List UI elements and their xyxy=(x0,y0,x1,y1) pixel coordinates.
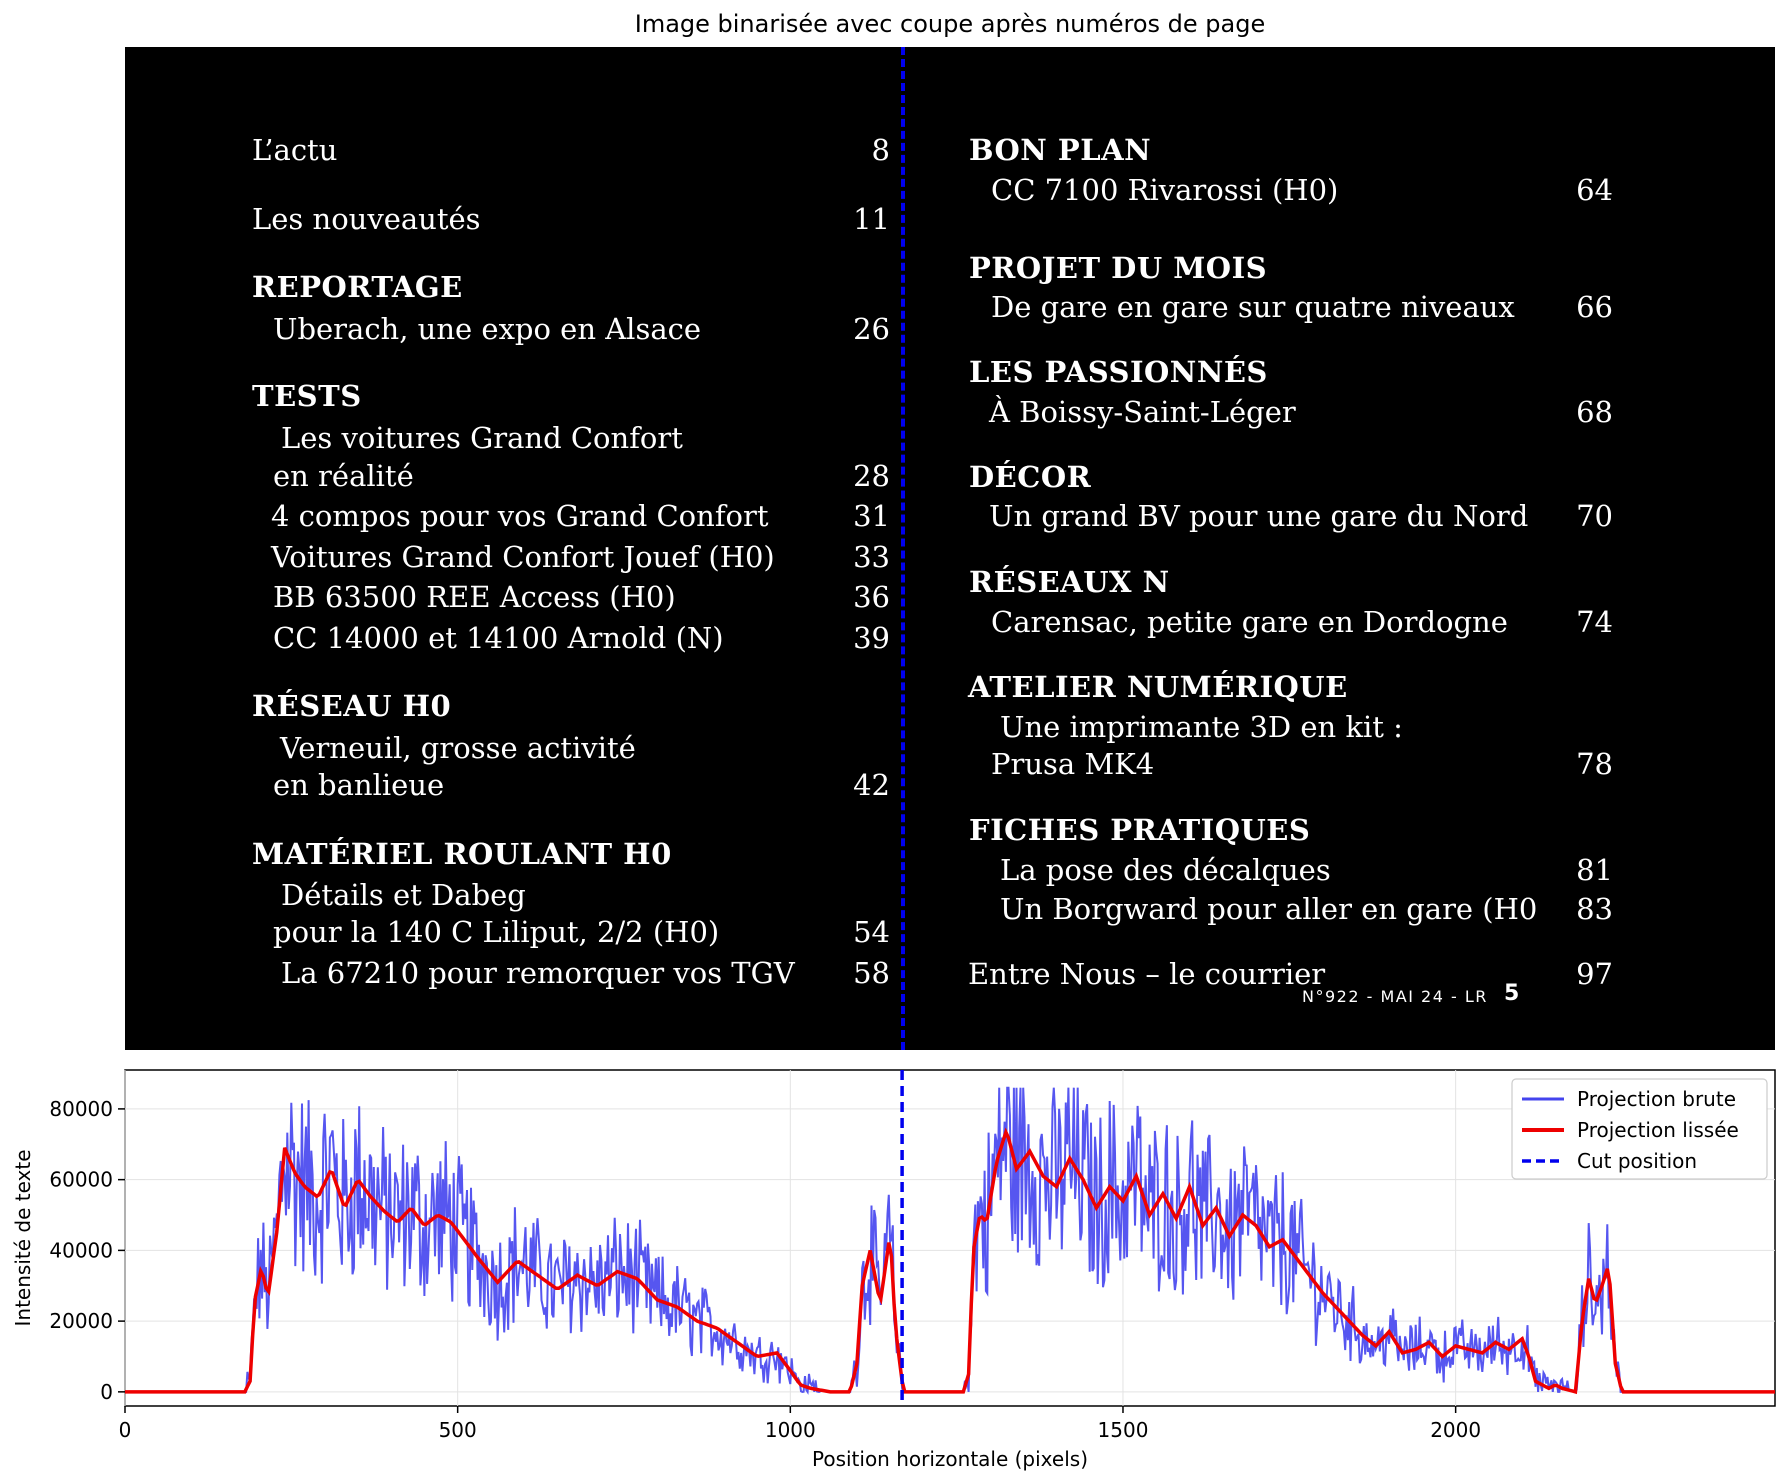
y-tick-label: 0 xyxy=(100,1380,113,1404)
toc-entry-title: CC 14000 et 14100 Arnold (N) xyxy=(273,621,724,655)
toc-section-heading: BON PLAN xyxy=(969,133,1152,167)
y-tick-label: 60000 xyxy=(49,1168,113,1192)
toc-entry-title: Les voitures Grand Confort xyxy=(281,421,683,455)
toc-section-heading: TESTS xyxy=(252,379,362,413)
figure-title: Image binarisée avec coupe après numéros… xyxy=(634,10,1266,38)
x-tick-label: 500 xyxy=(439,1418,477,1442)
x-tick-label: 2000 xyxy=(1430,1418,1481,1442)
toc-entry-title: Détails et Dabeg xyxy=(281,878,526,912)
toc-section-heading: RÉSEAUX N xyxy=(969,565,1170,599)
toc-section-heading: FICHES PRATIQUES xyxy=(969,813,1311,847)
toc-entry-title: BB 63500 REE Access (H0) xyxy=(273,580,676,614)
toc-section-heading: ATELIER NUMÉRIQUE xyxy=(968,670,1348,704)
x-tick-label: 1500 xyxy=(1098,1418,1149,1442)
x-axis-label: Position horizontale (pixels) xyxy=(812,1447,1088,1471)
toc-page-number: 8 xyxy=(871,133,890,167)
toc-section-heading: LES PASSIONNÉS xyxy=(969,355,1268,389)
toc-entry-title: Prusa MK4 xyxy=(991,747,1155,781)
toc-section-heading: REPORTAGE xyxy=(252,270,463,304)
toc-page-number: 36 xyxy=(853,580,890,614)
toc-section-heading: DÉCOR xyxy=(969,460,1092,494)
toc-page-number: 74 xyxy=(1576,605,1613,639)
toc-entry-title: en réalité xyxy=(273,459,414,493)
toc-page-number: 28 xyxy=(853,459,890,493)
toc-section-heading: PROJET DU MOIS xyxy=(969,251,1268,285)
toc-entry-title: CC 7100 Rivarossi (H0) xyxy=(991,173,1339,207)
toc-page-number: 81 xyxy=(1576,853,1613,887)
toc-entry-title: Voitures Grand Confort Jouef (H0) xyxy=(271,540,775,574)
toc-page-number: 39 xyxy=(853,621,890,655)
legend-cut-label: Cut position xyxy=(1577,1149,1697,1173)
y-tick-label: 80000 xyxy=(49,1097,113,1121)
toc-page-number: 58 xyxy=(853,956,890,990)
x-tick-label: 1000 xyxy=(765,1418,816,1442)
toc-entry-title: Entre Nous – le courrier xyxy=(968,957,1326,991)
series-layer xyxy=(125,1070,1775,1406)
toc-page-number: 54 xyxy=(853,915,890,949)
x-tick-label: 0 xyxy=(119,1418,132,1442)
toc-entry-title: Carensac, petite gare en Dordogne xyxy=(991,605,1508,639)
toc-page-number: 83 xyxy=(1576,892,1613,926)
toc-section-heading: RÉSEAU H0 xyxy=(252,689,452,723)
toc-entry-title: pour la 140 C Liliput, 2/2 (H0) xyxy=(273,915,720,949)
toc-page-number: 26 xyxy=(853,312,890,346)
toc-section-heading: MATÉRIEL ROULANT H0 xyxy=(252,837,672,871)
toc-page-number: 64 xyxy=(1576,173,1613,207)
toc-entry-title: 4 compos pour vos Grand Confort xyxy=(271,499,769,533)
page-footer-number: 5 xyxy=(1504,981,1520,1006)
toc-page-number: 42 xyxy=(853,768,890,802)
toc-entry-title: Uberach, une expo en Alsace xyxy=(273,312,702,346)
toc-entry-title: Les nouveautés xyxy=(252,202,481,236)
toc-entry-title: Une imprimante 3D en kit : xyxy=(1000,710,1403,744)
cut-line-image xyxy=(901,47,905,1050)
legend: Projection brute Projection lissée Cut p… xyxy=(1511,1078,1768,1180)
binarized-image-panel: L’actu 8 Les nouveautés 11 REPORTAGE Uberach,… xyxy=(125,47,1775,1050)
smoothed-projection-line xyxy=(125,1127,1775,1395)
toc-entry-title: Un Borgward pour aller en gare (H0 xyxy=(1000,892,1538,926)
legend-box xyxy=(1511,1078,1768,1180)
legend-raw-label: Projection brute xyxy=(1577,1087,1736,1111)
toc-page-number: 97 xyxy=(1576,957,1613,991)
toc-entry-title: Un grand BV pour une gare du Nord xyxy=(989,499,1529,533)
toc-page-number: 31 xyxy=(853,499,890,533)
toc-entry-title: La 67210 pour remorquer vos TGV xyxy=(281,956,795,990)
toc-page-number: 66 xyxy=(1576,290,1613,324)
toc-page-number: 11 xyxy=(853,202,890,236)
toc-entry-title: L’actu xyxy=(252,133,338,167)
toc-page-number: 78 xyxy=(1576,747,1613,781)
legend-smooth-label: Projection lissée xyxy=(1577,1118,1739,1142)
page-footer-text: N°922 - MAI 24 - LR xyxy=(1302,987,1488,1006)
y-tick-label: 40000 xyxy=(49,1238,113,1262)
toc-entry-title: La pose des décalques xyxy=(1000,853,1331,887)
y-axis-label: Intensité de texte xyxy=(11,1149,35,1326)
toc-page-number: 33 xyxy=(853,540,890,574)
toc-entry-title: De gare en gare sur quatre niveaux xyxy=(991,290,1515,324)
toc-page-number: 68 xyxy=(1576,395,1613,429)
y-tick-label: 20000 xyxy=(49,1309,113,1333)
toc-entry-title: en banlieue xyxy=(273,768,445,802)
toc-entry-title: À Boissy-Saint-Léger xyxy=(989,395,1296,429)
toc-page-number: 70 xyxy=(1576,499,1613,533)
toc-entry-title: Verneuil, grosse activité xyxy=(280,731,636,765)
